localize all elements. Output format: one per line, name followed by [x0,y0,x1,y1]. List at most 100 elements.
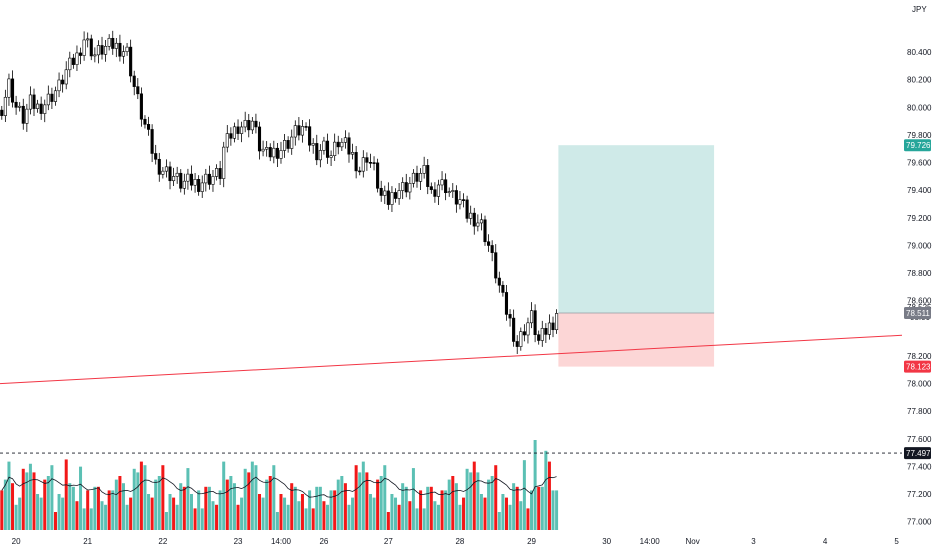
volume-bar [469,472,473,530]
candle-body [293,125,297,138]
candle-body [347,137,351,155]
candle-body [179,172,183,189]
candle-body [540,328,544,341]
volume-bar [53,512,57,530]
candle-body [472,212,476,227]
candle-body [533,310,537,335]
price-tags: 79.726 78.511 78.123 77.497 [904,139,931,460]
symbol-label-group[interactable]: JPY [912,5,927,14]
volume-bar [71,486,75,530]
volume-bar [286,504,290,530]
candle-body [214,168,219,177]
volume-bar [272,465,276,530]
candle-body [18,105,22,108]
y-tick-label: 78.800 [907,269,932,278]
candle-body [555,313,559,331]
candle-body [422,165,426,174]
candle-body [111,37,115,49]
x-tick-label: 27 [384,537,393,546]
candle-body [411,172,415,184]
volume-bar [401,483,405,530]
candle-body [501,284,505,293]
candle-body [526,322,530,336]
candle-body [250,120,254,131]
candle-body [300,126,305,136]
trendline-layer[interactable] [0,334,903,385]
candle-body [376,162,380,189]
volume-bar [232,483,236,530]
volume-bar [36,494,40,530]
candle-body [157,158,161,175]
volume-bar [125,504,129,530]
volume-bar [544,450,548,530]
volume-bar [283,497,287,530]
x-tick-label: 14:00 [271,537,292,546]
volume-bar [451,476,455,530]
candle-body [61,79,65,85]
position-zones[interactable] [558,145,715,367]
volume-bar [150,497,154,530]
candle-body [204,173,208,184]
volume-bar [236,504,240,530]
candle-body [189,173,194,186]
volume-bar [164,512,168,530]
x-tick-label: 29 [527,537,536,546]
volume-bar [472,461,476,530]
x-tick-label: 14:00 [640,537,661,546]
volume-bar [311,508,315,530]
volume-bar [254,465,258,530]
candle-body [150,129,154,154]
candle-body [487,241,491,246]
volume-marker-tag-bg [904,447,931,460]
volume-bar [458,504,462,530]
candles-layer [0,30,559,355]
candle-body [315,143,319,161]
volume-bar [21,468,25,530]
volume-bar [197,490,201,530]
volume-bar [100,501,104,530]
candle-body [222,146,226,179]
volume-bar [89,508,93,530]
symbol-label[interactable]: JPY [912,5,927,14]
candle-body [504,292,509,315]
candle-body [21,105,25,124]
volume-bar [129,497,133,530]
volume-bar [411,468,415,530]
trendline[interactable] [0,334,903,385]
candle-body [358,170,362,173]
volume-bar [497,512,501,530]
volume-bar [351,497,355,530]
volume-bar [25,472,29,530]
volume-bar [547,461,551,530]
volume-bar [7,461,11,530]
candle-body [182,180,186,189]
candle-body [547,322,551,335]
candle-body [483,219,487,243]
volume-bar [300,494,304,530]
y-tick-label: 80.400 [907,48,932,57]
volume-bar [537,486,541,530]
volume-bar [139,461,143,530]
y-tick-label: 79.200 [907,214,932,223]
volume-bar [336,479,340,530]
candle-body [440,179,444,186]
candle-body [46,93,50,106]
volume-bar [189,494,193,530]
time-axis[interactable]: 20 21 22 23 14:00 26 27 28 29 30 14:00 Nov 3 4 5 [12,537,900,546]
target-price-tag-bg [904,139,931,152]
x-tick-label: 30 [602,537,611,546]
volume-bar [168,494,172,530]
volume-layer [0,440,902,530]
target-price-tag: 79.726 [906,141,931,150]
candle-body [161,170,165,175]
stop-zone[interactable] [558,313,715,367]
candle-body [268,147,272,158]
target-zone[interactable] [558,145,715,314]
volume-bar [147,494,151,530]
volume-bar [50,465,54,530]
candle-body [419,173,423,182]
volume-average-line [1,476,557,498]
candle-body [107,37,111,47]
volume-bar [540,486,544,530]
volume-bar [186,468,190,530]
